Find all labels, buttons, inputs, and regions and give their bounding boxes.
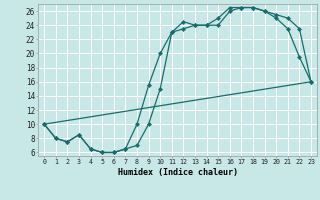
X-axis label: Humidex (Indice chaleur): Humidex (Indice chaleur): [118, 168, 238, 177]
